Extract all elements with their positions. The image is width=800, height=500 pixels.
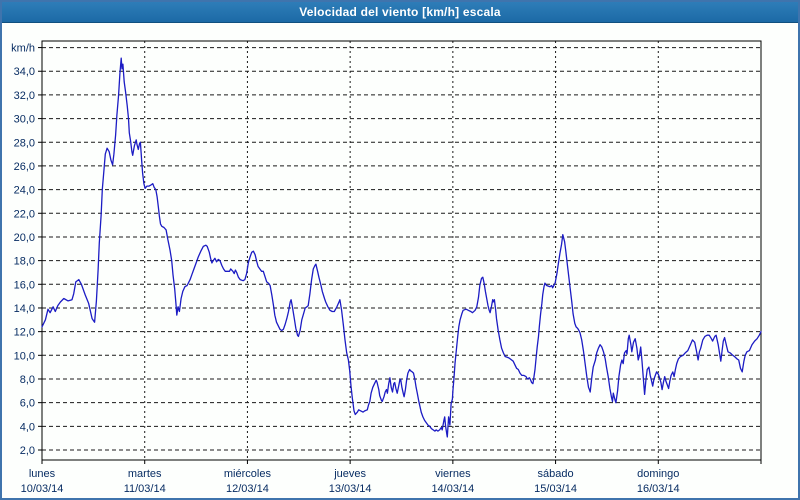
day-date-label: 16/03/14 (637, 483, 680, 495)
y-axis-labels: 2,0 4,0 6,0 8,0 10,0 12,0 14,0 16,0 18,0 20,0 22,0… (11, 43, 35, 457)
y-tick-label: 12,0 (14, 327, 35, 339)
y-tick-label: 2,0 (20, 445, 35, 457)
day-name-label: lunes (29, 468, 56, 480)
y-tick-label: 26,0 (14, 161, 35, 173)
y-tick-label: 34,0 (14, 66, 35, 78)
y-tick-label: 10,0 (14, 350, 35, 362)
y-tick-label: 6,0 (20, 398, 35, 410)
y-axis-unit-label: km/h (11, 43, 35, 55)
day-name-label: viernes (435, 468, 471, 480)
title-bar: Velocidad del viento [km/h] escala (2, 2, 798, 23)
day-date-label: 12/03/14 (226, 483, 269, 495)
y-tick-label: 4,0 (20, 421, 35, 433)
day-date-label: 14/03/14 (431, 483, 474, 495)
wind-speed-line (41, 57, 762, 438)
day-name-label: sábado (538, 468, 574, 480)
chart-title: Velocidad del viento [km/h] escala (299, 5, 501, 19)
y-tick-label: 16,0 (14, 279, 35, 291)
day-name-label: jueves (333, 468, 366, 480)
day-name-label: miércoles (224, 468, 272, 480)
day-date-label: 10/03/14 (21, 483, 64, 495)
y-tick-label: 28,0 (14, 137, 35, 149)
y-tick-label: 20,0 (14, 232, 35, 244)
y-tick-label: 14,0 (14, 303, 35, 315)
day-name-label: martes (128, 468, 162, 480)
y-tick-label: 30,0 (14, 114, 35, 126)
plot-border (41, 40, 762, 461)
y-tick-label: 24,0 (14, 185, 35, 197)
y-tick-label: 22,0 (14, 208, 35, 220)
day-name-label: domingo (637, 468, 679, 480)
y-tick-label: 32,0 (14, 90, 35, 102)
x-axis-labels: lunes 10/03/14 martes 11/03/14 miércoles 12/0… (21, 468, 680, 495)
day-date-label: 15/03/14 (534, 483, 577, 495)
axis-ticks (38, 47, 762, 464)
day-date-label: 11/03/14 (124, 483, 166, 495)
y-tick-label: 8,0 (20, 374, 35, 386)
y-tick-label: 18,0 (14, 256, 35, 268)
day-date-label: 13/03/14 (329, 483, 372, 495)
grid (42, 41, 761, 460)
